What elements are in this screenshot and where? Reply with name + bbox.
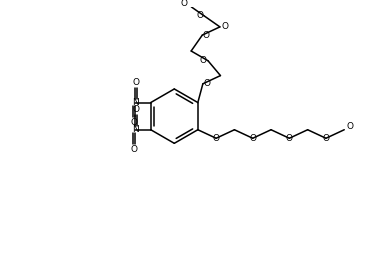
Text: O: O xyxy=(181,0,188,8)
Text: O: O xyxy=(286,134,293,143)
Text: O: O xyxy=(322,134,329,143)
Text: O: O xyxy=(249,134,256,143)
Text: O: O xyxy=(133,105,140,115)
Text: O: O xyxy=(347,122,354,131)
Text: O: O xyxy=(203,30,210,40)
Text: O: O xyxy=(197,11,204,20)
Text: O: O xyxy=(221,22,228,31)
Text: O: O xyxy=(131,118,138,127)
Text: O: O xyxy=(203,79,210,88)
Text: N: N xyxy=(132,98,139,107)
Text: N: N xyxy=(132,125,139,134)
Text: O: O xyxy=(131,145,138,154)
Text: O: O xyxy=(200,56,207,65)
Text: O: O xyxy=(133,78,140,87)
Text: O: O xyxy=(213,134,220,143)
